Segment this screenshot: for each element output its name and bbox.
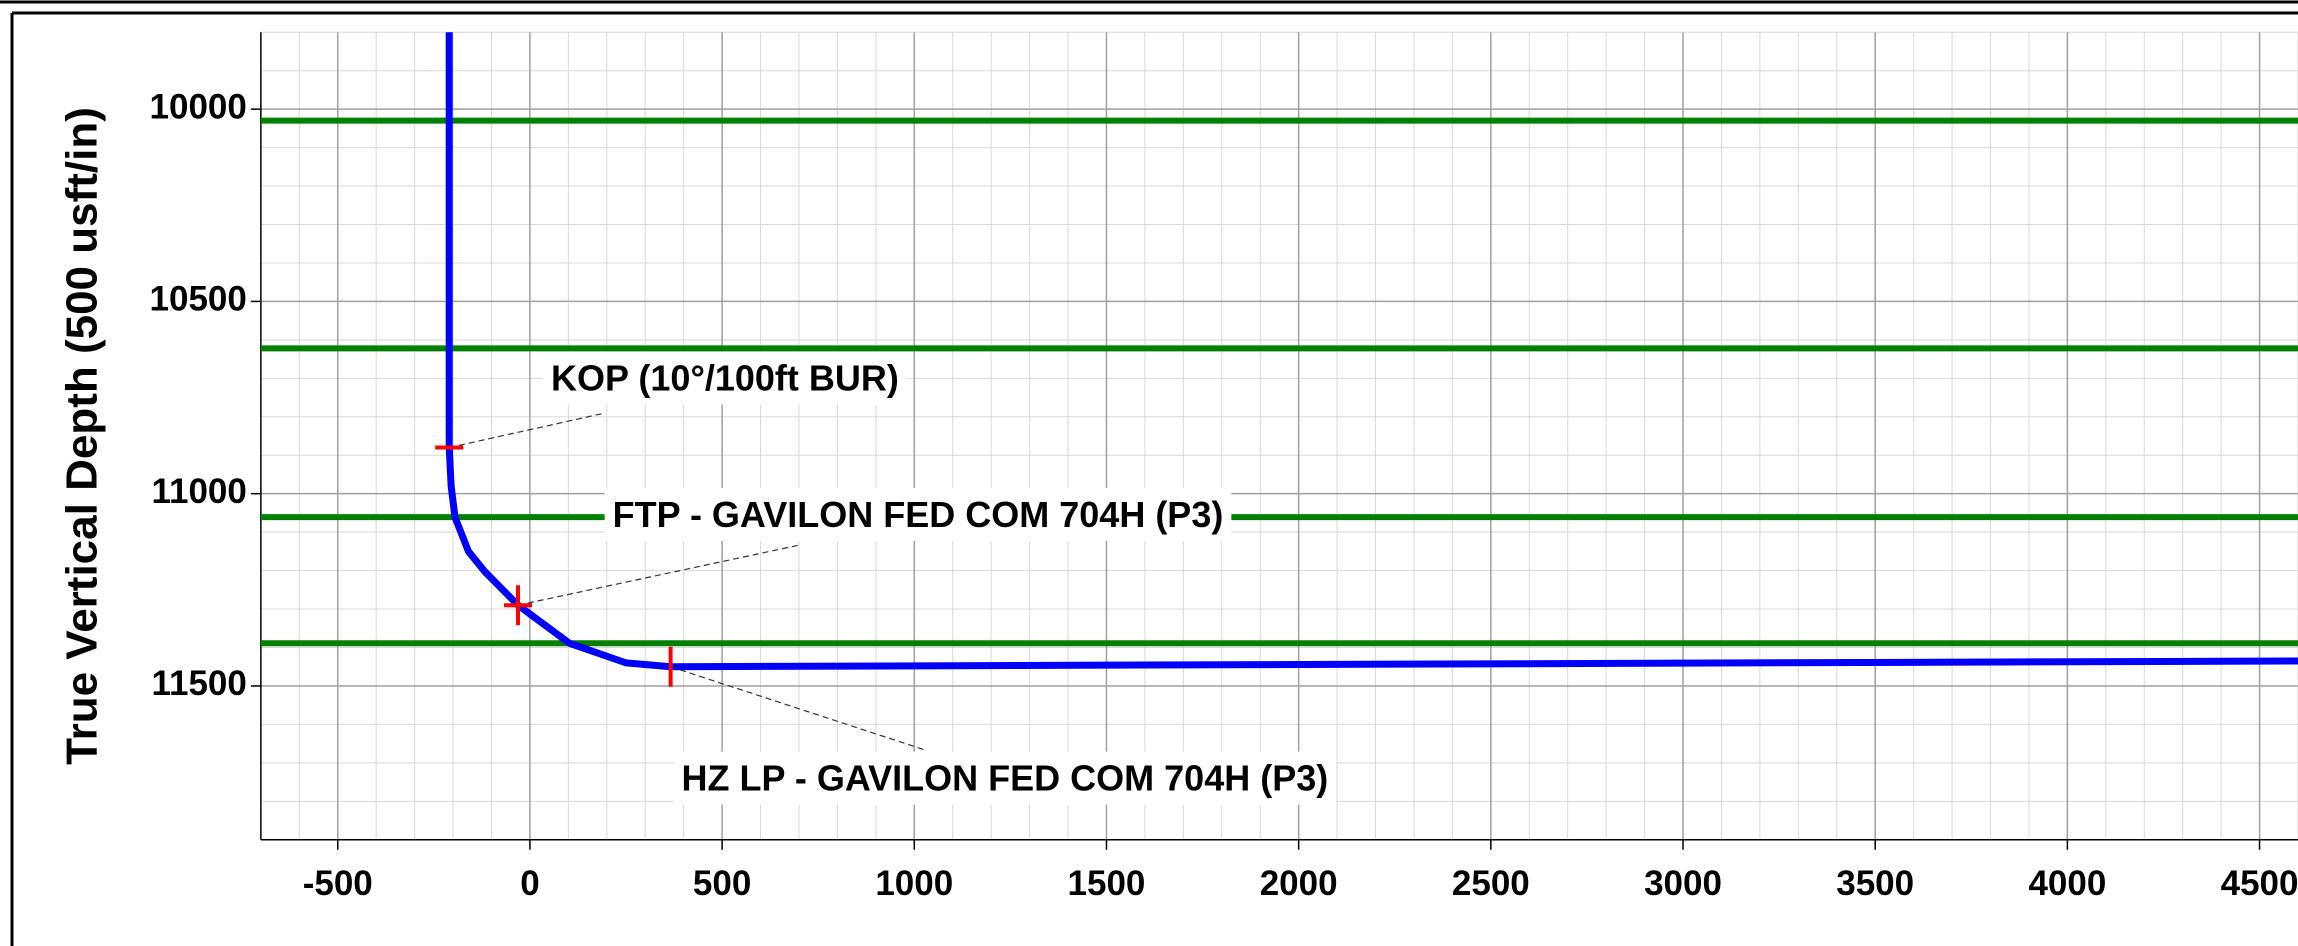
x-tick-label: -500	[303, 864, 373, 903]
x-tick-label: 2000	[1260, 864, 1338, 903]
x-tick-label: 0	[520, 864, 539, 903]
x-tick-label: 1500	[1068, 864, 1146, 903]
annotation-label: FTP - GAVILON FED COM 704H (P3)	[613, 494, 1224, 535]
y-tick-label: 11500	[151, 664, 246, 703]
annotation-label: KOP (10°/100ft BUR)	[551, 358, 899, 399]
y-tick-label: 10000	[150, 87, 247, 126]
label-background	[673, 751, 1337, 805]
leader-line	[449, 412, 604, 449]
label-background	[543, 351, 907, 405]
y-axis-label: True Vertical Depth (500 usft/in)	[58, 107, 107, 765]
x-tick-label: 2500	[1452, 864, 1530, 903]
well-path	[445, 32, 2298, 671]
x-tick-label: 3000	[1644, 864, 1722, 903]
x-tick-label: 1000	[875, 864, 953, 903]
marker	[504, 585, 533, 626]
y-tick-label: 10500	[150, 280, 247, 319]
x-tick-label: 500	[693, 864, 751, 903]
x-tick-label: 3500	[1836, 864, 1914, 903]
leader-line	[670, 666, 927, 751]
plot: -500 0 500 1000 1500 2000 2500 3000 3500 4000 4500…	[150, 31, 2298, 903]
y-tick-label: 11000	[151, 472, 246, 511]
x-tick-label: 4000	[2028, 864, 2106, 903]
leader-line	[517, 544, 799, 606]
label-background	[604, 487, 1232, 541]
annotation-label: HZ LP - GAVILON FED COM 704H (P3)	[681, 758, 1328, 799]
x-tick-label: 4500	[2221, 864, 2298, 903]
